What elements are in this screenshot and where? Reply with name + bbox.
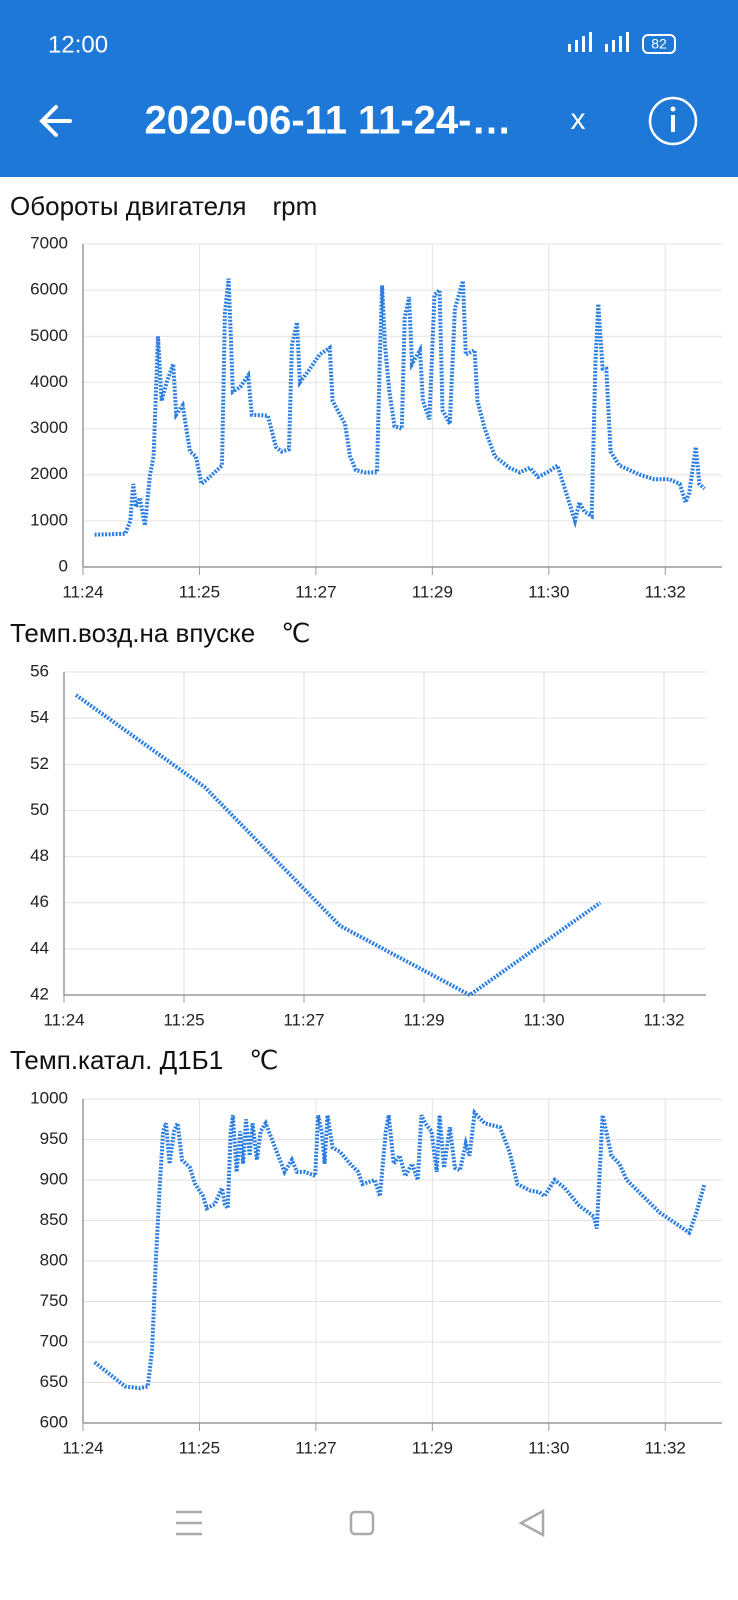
x-tick-label: 11:29	[403, 1010, 444, 1029]
x-tick-label: 11:30	[528, 1438, 569, 1457]
chart-unit: ℃	[281, 618, 310, 648]
x-tick-label: 11:29	[412, 582, 453, 601]
data-line	[74, 693, 602, 998]
close-button[interactable]: x	[571, 103, 586, 136]
x-tick-label: 11:25	[179, 1438, 220, 1457]
chart-title: Обороты двигателя	[10, 191, 247, 221]
x-tick-label: 11:32	[643, 1010, 684, 1029]
y-tick-label: 950	[40, 1129, 68, 1148]
nav-menu[interactable]	[176, 1510, 202, 1536]
y-tick-label: 3000	[30, 418, 68, 437]
y-tick-label: 0	[59, 556, 68, 575]
app-header	[0, 0, 738, 177]
x-tick-label: 11:30	[528, 582, 569, 601]
x-tick-label: 11:27	[283, 1010, 324, 1029]
chart-title: Темп.катал. Д1Б1	[10, 1045, 223, 1075]
y-tick-label: 600	[40, 1412, 68, 1431]
x-tick-label: 11:25	[163, 1010, 204, 1029]
y-tick-label: 5000	[30, 326, 68, 345]
y-tick-label: 7000	[30, 233, 68, 252]
y-tick-label: 48	[30, 846, 49, 865]
y-tick-label: 46	[30, 892, 49, 911]
chart-unit: ℃	[249, 1045, 278, 1075]
x-tick-label: 11:25	[179, 582, 220, 601]
battery-level: 82	[651, 36, 667, 52]
signal-icons	[568, 32, 629, 52]
x-tick-label: 11:32	[645, 582, 686, 601]
y-tick-label: 54	[30, 708, 49, 727]
y-tick-label: 800	[40, 1250, 68, 1269]
data-line	[93, 1108, 707, 1391]
y-tick-label: 6000	[30, 280, 68, 299]
battery-icon	[642, 34, 676, 54]
x-tick-label: 11:32	[645, 1438, 686, 1457]
nav-bar	[176, 1508, 545, 1538]
x-tick-label: 11:30	[523, 1010, 564, 1029]
app-title: 2020-06-11 11-24-…	[145, 99, 512, 143]
x-tick-label: 11:27	[295, 582, 336, 601]
y-tick-label: 42	[30, 984, 49, 1003]
charts: Обороты двигателя rpm 0 1000 2000 3000 4000 500…	[10, 191, 722, 1457]
back-button[interactable]	[39, 105, 72, 137]
y-tick-label: 44	[30, 938, 49, 957]
x-tick-label: 11:24	[62, 582, 103, 601]
y-tick-label: 650	[40, 1372, 68, 1391]
x-tick-label: 11:24	[62, 1438, 103, 1457]
y-tick-label: 52	[30, 754, 49, 773]
y-tick-label: 1000	[30, 1088, 68, 1107]
data-line	[94, 278, 706, 537]
chart-title: Темп.возд.на впуске	[10, 618, 255, 648]
y-tick-label: 850	[40, 1210, 68, 1229]
x-tick-label: 11:24	[43, 1010, 84, 1029]
status-time: 12:00	[48, 31, 108, 58]
chart-unit: rpm	[273, 191, 318, 221]
x-tick-label: 11:29	[412, 1438, 453, 1457]
nav-back[interactable]	[518, 1508, 545, 1538]
nav-home[interactable]	[349, 1510, 375, 1536]
info-button[interactable]	[648, 96, 698, 146]
y-tick-label: 56	[30, 661, 49, 680]
y-tick-label: 700	[40, 1331, 68, 1350]
x-tick-label: 11:27	[295, 1438, 336, 1457]
y-tick-label: 50	[30, 800, 49, 819]
y-tick-label: 1000	[30, 510, 68, 529]
y-tick-label: 750	[40, 1291, 68, 1310]
y-tick-label: 4000	[30, 372, 68, 391]
y-tick-label: 900	[40, 1169, 68, 1188]
y-tick-label: 2000	[30, 464, 68, 483]
